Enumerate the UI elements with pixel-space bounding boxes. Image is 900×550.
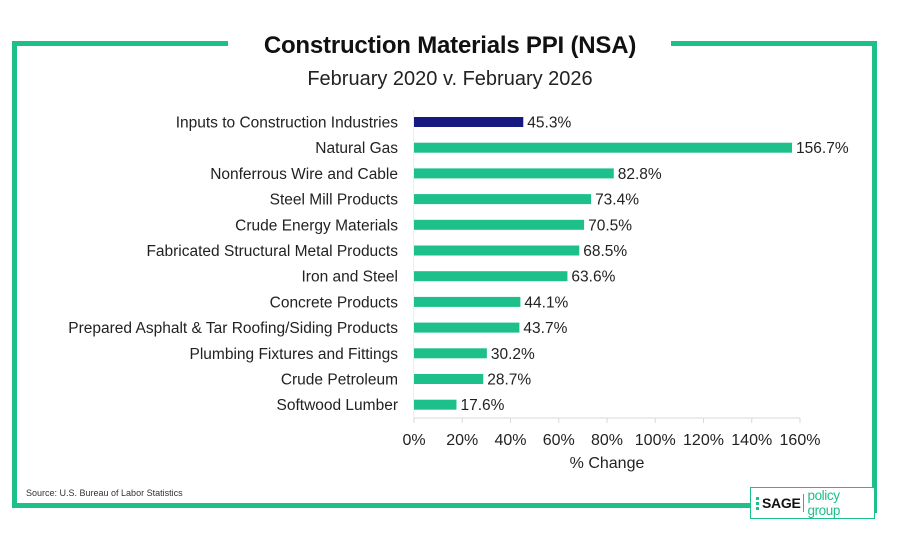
frame-top-left-border xyxy=(12,41,228,46)
category-label: Concrete Products xyxy=(270,294,399,311)
bar-2 xyxy=(414,168,614,179)
value-label: 63.6% xyxy=(571,269,615,286)
bar-8 xyxy=(414,322,520,333)
bar-0 xyxy=(414,117,524,127)
value-label: 28.7% xyxy=(487,372,531,389)
x-axis-title: % Change xyxy=(570,455,645,472)
category-label: Softwood Lumber xyxy=(277,397,399,414)
category-label: Prepared Asphalt & Tar Roofing/Siding Pr… xyxy=(68,320,398,337)
frame-left-border xyxy=(12,41,17,508)
value-label: 17.6% xyxy=(460,397,504,414)
value-label: 73.4% xyxy=(595,192,639,209)
bar-5 xyxy=(414,245,580,256)
sage-logo: SAGE policy group xyxy=(750,487,875,519)
category-label: Steel Mill Products xyxy=(270,192,399,209)
value-label: 68.5% xyxy=(583,243,627,260)
value-label: 156.7% xyxy=(796,140,849,157)
bar-9 xyxy=(414,348,487,359)
chart-title: Construction Materials PPI (NSA) xyxy=(263,32,637,59)
category-label: Natural Gas xyxy=(315,140,398,157)
x-tick-label: 100% xyxy=(635,432,676,449)
value-label: 45.3% xyxy=(527,115,571,132)
x-axis: 0% 20% 40% 60% 80% 100% 120% 140% 160% xyxy=(402,417,821,449)
logo-brand: SAGE xyxy=(762,495,801,511)
category-label: Crude Petroleum xyxy=(281,372,398,389)
x-tick-label: 60% xyxy=(543,432,575,449)
logo-dots-icon xyxy=(756,496,759,510)
source-note: Source: U.S. Bureau of Labor Statistics xyxy=(26,488,183,498)
value-label: 44.1% xyxy=(524,294,568,311)
x-tick-label: 40% xyxy=(494,432,526,449)
frame-top-right-border xyxy=(671,41,877,46)
frame-bottom-border xyxy=(12,503,752,508)
category-label: Nonferrous Wire and Cable xyxy=(210,166,398,183)
bar-11 xyxy=(414,399,457,410)
bar-10 xyxy=(414,374,484,384)
bar-4 xyxy=(414,219,585,230)
x-tick-label: 120% xyxy=(683,432,724,449)
logo-separator xyxy=(803,494,805,512)
value-label: 82.8% xyxy=(618,166,662,183)
category-label: Crude Energy Materials xyxy=(235,217,398,234)
chart-subtitle: February 2020 v. February 2026 xyxy=(307,68,593,90)
x-tick-label: 140% xyxy=(731,432,772,449)
frame-right-border xyxy=(872,41,877,513)
value-label: 43.7% xyxy=(523,320,567,337)
value-label: 70.5% xyxy=(588,217,632,234)
value-label: 30.2% xyxy=(491,346,535,363)
x-tick-label: 20% xyxy=(446,432,478,449)
bar-6 xyxy=(414,271,568,282)
category-label: Fabricated Structural Metal Products xyxy=(146,243,398,260)
category-label: Plumbing Fixtures and Fittings xyxy=(190,346,399,363)
bar-7 xyxy=(414,296,521,307)
bars xyxy=(414,117,793,410)
logo-tagline: policy group xyxy=(807,488,840,518)
category-label: Inputs to Construction Industries xyxy=(176,115,399,132)
x-tick-label: 0% xyxy=(402,432,425,449)
x-tick-label: 80% xyxy=(591,432,623,449)
bar-1 xyxy=(414,142,793,153)
category-labels: Inputs to Construction Industries Natural… xyxy=(68,115,398,415)
x-tick-label: 160% xyxy=(780,432,821,449)
bar-3 xyxy=(414,194,592,205)
category-label: Iron and Steel xyxy=(301,269,398,286)
value-labels: 45.3% 156.7% 82.8% 73.4% 70.5% 68.5% 63.6%44.1… xyxy=(460,115,848,415)
